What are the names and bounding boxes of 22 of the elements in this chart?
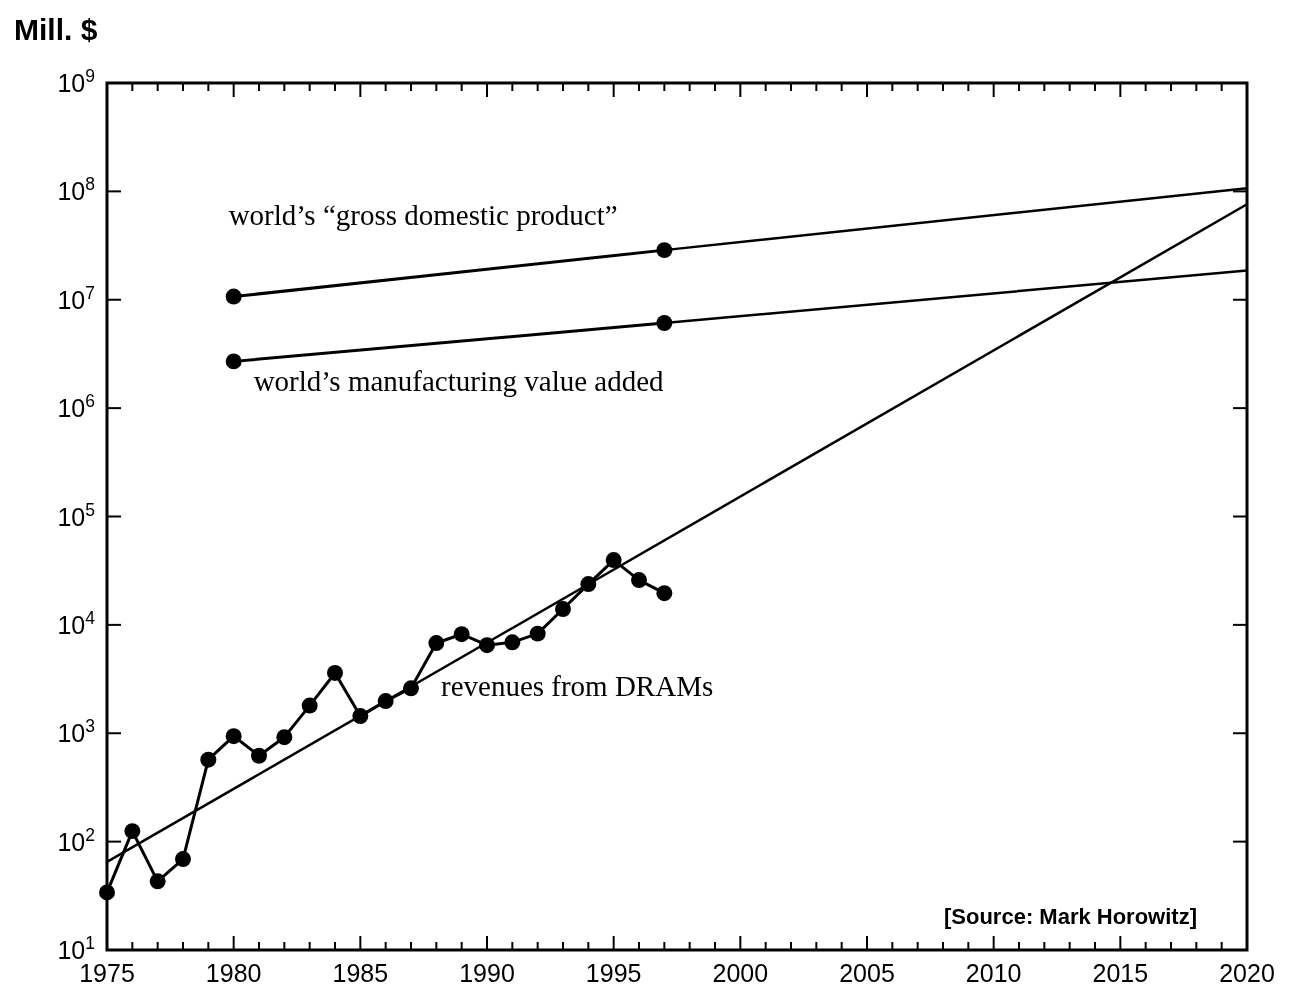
x-tick-label: 2005 [839, 959, 895, 987]
x-tick-label: 2000 [712, 959, 769, 987]
series-label: world’s manufacturing value added [253, 365, 665, 398]
series-label: revenues from DRAMs [441, 670, 714, 703]
y-tick-label: 10$^{6}$ [57, 391, 95, 423]
x-tick-label: 2020 [1219, 959, 1275, 987]
y-tick-label: 10$^{7}$ [57, 282, 95, 314]
y-tick-label: 10$^{2}$ [57, 824, 95, 856]
x-tick-label: 1995 [585, 959, 642, 987]
y-tick-label: 10$^{4}$ [57, 607, 96, 639]
x-tick-label: 1990 [459, 959, 515, 987]
x-tick-label: 1980 [205, 959, 262, 987]
y-tick-label: 10$^{8}$ [57, 174, 95, 206]
y-tick-label: 10$^{3}$ [57, 716, 95, 748]
y-tick-label: 10$^{9}$ [57, 66, 95, 97]
annotation: [Source: Mark Horowitz] [943, 904, 1197, 929]
x-tick-label: 2015 [1092, 959, 1149, 987]
y-tick-label: 10$^{5}$ [57, 499, 95, 531]
y-axis-title: Mill. $ [14, 13, 98, 46]
x-tick-label: 1985 [332, 959, 389, 987]
series-label: world’s “gross domestic product” [228, 198, 618, 231]
x-tick-label: 2010 [965, 959, 1022, 987]
